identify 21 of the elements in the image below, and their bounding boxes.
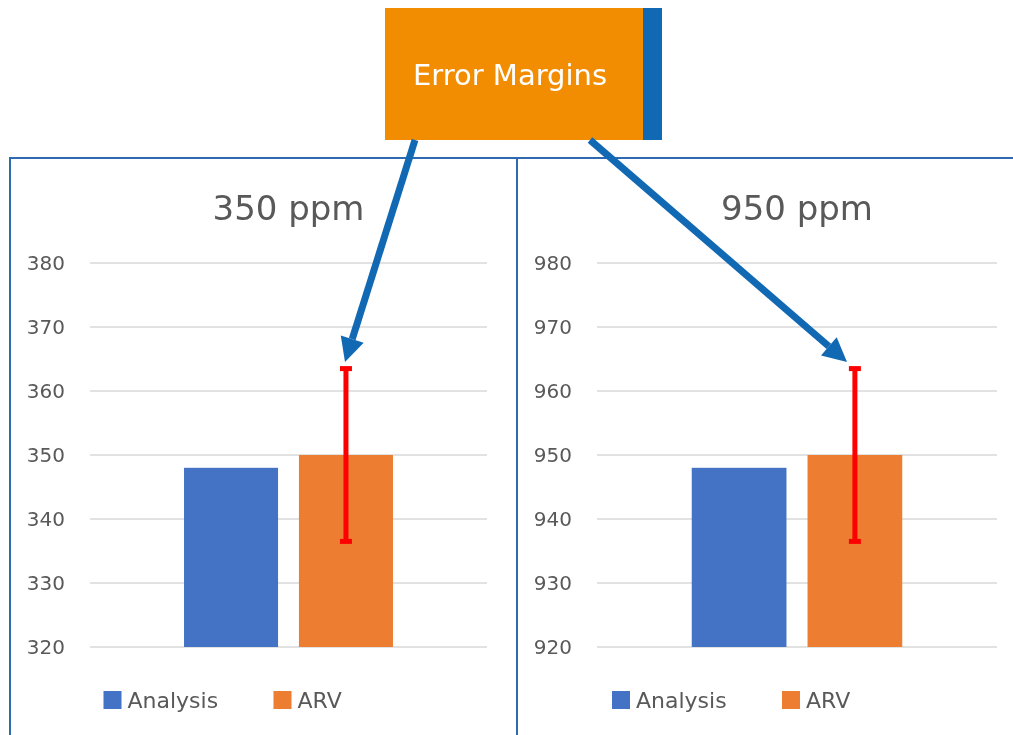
y-tick-label: 320 [26, 635, 65, 659]
chart-title: 950 ppm [721, 188, 873, 228]
y-tick-label: 960 [533, 379, 572, 403]
y-tick-label: 950 [533, 443, 572, 467]
legend-label: ARV [297, 687, 342, 713]
y-tick-label: 930 [533, 571, 572, 595]
y-tick-label: 330 [26, 571, 65, 595]
y-tick-label: 920 [533, 635, 572, 659]
legend-label: ARV [806, 687, 851, 713]
legend-label: Analysis [636, 687, 727, 713]
text: Error Margins [412, 58, 608, 93]
y-tick-label: 940 [533, 507, 572, 531]
y-tick-label: 380 [26, 251, 65, 275]
y-tick-label: 360 [26, 379, 65, 403]
legend-label: Analysis [127, 687, 219, 713]
y-tick-label: 970 [533, 315, 572, 339]
y-tick-label: 980 [533, 251, 572, 275]
y-tick-label: 350 [26, 443, 65, 467]
y-tick-label: 340 [26, 507, 65, 531]
y-tick-label: 370 [26, 315, 65, 339]
chart-title: 350 ppm [212, 188, 365, 228]
